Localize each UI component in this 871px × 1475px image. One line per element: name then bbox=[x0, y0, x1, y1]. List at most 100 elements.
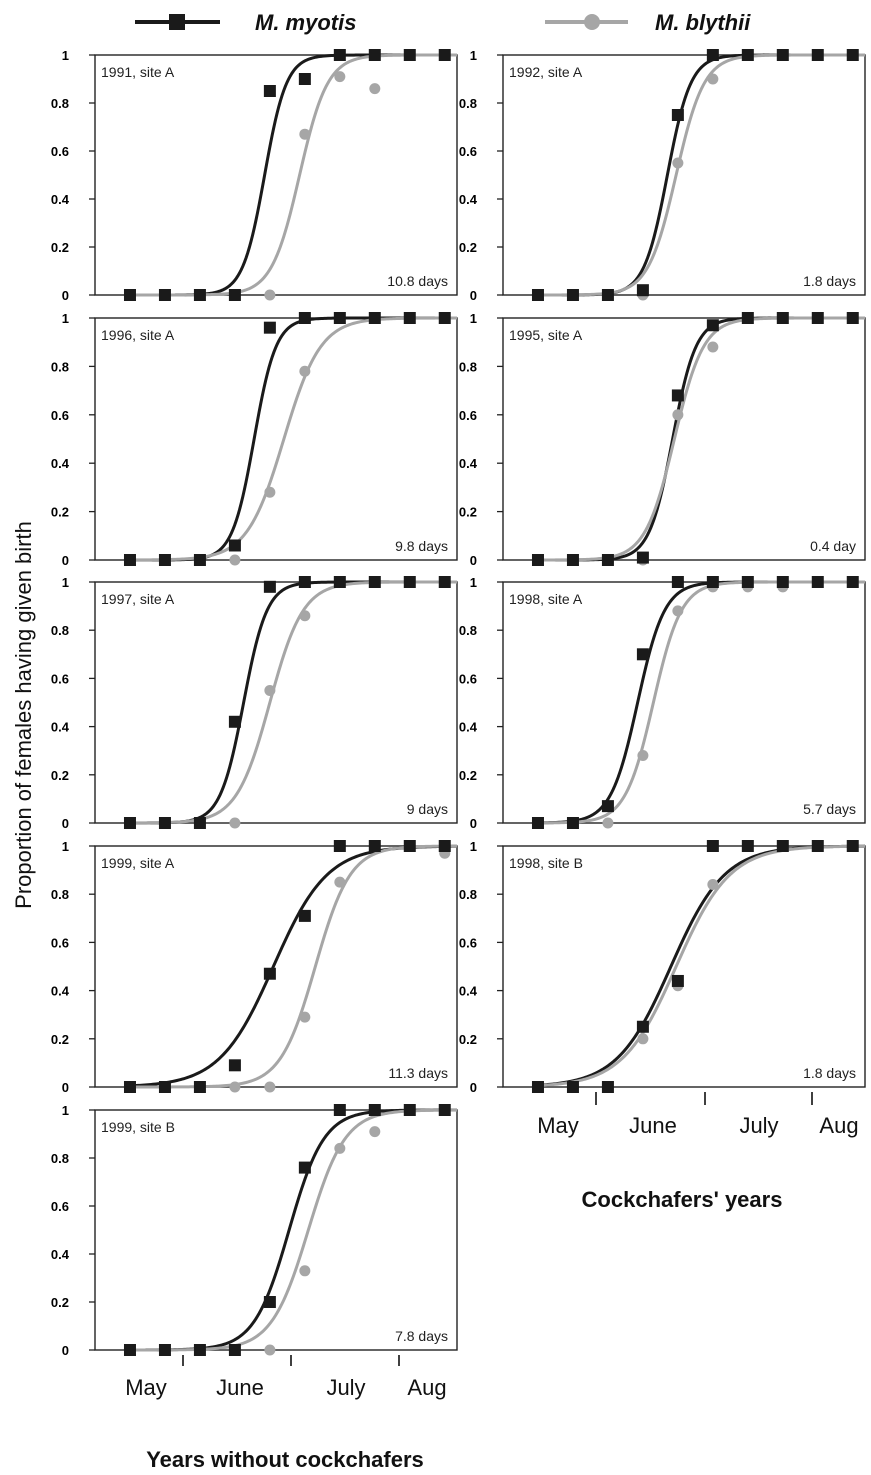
myotis-point bbox=[123, 817, 136, 829]
y-tick-label: 1 bbox=[62, 575, 69, 590]
panel-5: 0 0.2 0.4 0.6 0.8 1 1997, site A 9 days bbox=[51, 575, 458, 831]
y-tick-label: 0.4 bbox=[51, 984, 70, 999]
y-tick-label: 0.6 bbox=[51, 1199, 69, 1214]
blythii-point bbox=[299, 365, 311, 377]
myotis-point bbox=[566, 817, 579, 829]
myotis-point bbox=[636, 648, 649, 661]
myotis-point bbox=[636, 1020, 649, 1033]
myotis-point bbox=[601, 1081, 614, 1093]
panel-label: 1998, site B bbox=[509, 855, 583, 871]
myotis-point bbox=[741, 840, 754, 852]
y-tick-label: 0.6 bbox=[459, 408, 477, 423]
myotis-point bbox=[566, 289, 579, 301]
y-tick-label: 0.2 bbox=[51, 1032, 69, 1047]
y-tick-label: 0.6 bbox=[51, 935, 69, 950]
myotis-point bbox=[123, 1344, 136, 1356]
panel-label: 1999, site A bbox=[101, 855, 175, 871]
myotis-point bbox=[298, 73, 311, 85]
blythii-point bbox=[602, 817, 614, 829]
left-column-title: Years without cockchafers bbox=[146, 1447, 424, 1472]
y-tick-label: 0.2 bbox=[51, 505, 69, 520]
blythii-point bbox=[334, 876, 346, 888]
left-month-may: May bbox=[125, 1375, 167, 1400]
blythii-fit-curve bbox=[537, 580, 865, 825]
myotis-point bbox=[671, 974, 684, 987]
myotis-fit-curve bbox=[129, 1108, 457, 1352]
myotis-point bbox=[566, 554, 579, 566]
y-tick-label: 0.8 bbox=[51, 96, 69, 111]
myotis-point bbox=[438, 312, 451, 324]
y-tick-label: 1 bbox=[62, 839, 69, 854]
left-month-july: July bbox=[326, 1375, 365, 1400]
difference-label: 0.4 day bbox=[810, 538, 856, 554]
myotis-point bbox=[298, 1161, 311, 1174]
y-tick-label: 0 bbox=[470, 816, 477, 831]
left-month-axis: May June July Aug bbox=[125, 1355, 447, 1400]
myotis-point bbox=[263, 580, 276, 593]
myotis-point bbox=[403, 1104, 416, 1116]
myotis-fit-curve bbox=[537, 316, 865, 562]
myotis-point bbox=[531, 554, 544, 566]
myotis-point bbox=[298, 312, 311, 324]
y-tick-label: 1 bbox=[470, 311, 477, 326]
myotis-point bbox=[403, 840, 416, 852]
myotis-point bbox=[846, 312, 859, 324]
blythii-point bbox=[299, 610, 311, 622]
y-tick-label: 0.4 bbox=[459, 984, 478, 999]
myotis-point bbox=[368, 49, 381, 61]
myotis-point bbox=[438, 576, 451, 588]
y-tick-label: 0.4 bbox=[51, 192, 70, 207]
myotis-fit-curve bbox=[129, 580, 457, 825]
myotis-fit-curve bbox=[129, 844, 458, 1088]
blythii-point bbox=[299, 1011, 311, 1023]
difference-label: 9 days bbox=[407, 801, 448, 817]
myotis-point bbox=[193, 289, 206, 301]
panel-frame bbox=[94, 581, 458, 824]
y-tick-label: 1 bbox=[470, 48, 477, 63]
blythii-point bbox=[369, 83, 381, 95]
myotis-point bbox=[776, 840, 789, 852]
myotis-point bbox=[846, 49, 859, 61]
difference-label: 1.8 days bbox=[803, 1065, 856, 1081]
difference-label: 1.8 days bbox=[803, 273, 856, 289]
myotis-point bbox=[706, 49, 719, 61]
blythii-point bbox=[637, 1033, 649, 1045]
blythii-point bbox=[672, 409, 684, 421]
y-tick-label: 0.8 bbox=[51, 623, 69, 638]
blythii-fit-curve bbox=[537, 316, 865, 562]
y-tick-label: 0.8 bbox=[51, 359, 69, 374]
legend-myotis-marker bbox=[169, 14, 185, 30]
blythii-point bbox=[299, 1265, 311, 1277]
y-tick-label: 0.4 bbox=[459, 192, 478, 207]
y-tick-label: 0 bbox=[470, 1080, 477, 1095]
y-tick-label: 0.6 bbox=[51, 671, 69, 686]
myotis-point bbox=[531, 289, 544, 301]
blythii-point bbox=[672, 157, 684, 169]
blythii-point bbox=[229, 554, 241, 566]
myotis-point bbox=[158, 554, 171, 566]
y-tick-label: 1 bbox=[62, 311, 69, 326]
myotis-point bbox=[333, 312, 346, 324]
panel-label: 1991, site A bbox=[101, 64, 175, 80]
blythii-point bbox=[707, 341, 719, 353]
myotis-point bbox=[671, 389, 684, 402]
myotis-point bbox=[123, 289, 136, 301]
myotis-point bbox=[228, 1344, 241, 1356]
blythii-fit-curve bbox=[129, 316, 457, 562]
y-tick-label: 0 bbox=[62, 288, 69, 303]
myotis-fit-curve bbox=[129, 316, 457, 562]
y-tick-label: 0.8 bbox=[459, 96, 477, 111]
myotis-point bbox=[671, 109, 684, 121]
y-tick-label: 0.4 bbox=[51, 1247, 70, 1262]
y-tick-label: 0.6 bbox=[51, 144, 69, 159]
y-tick-label: 0 bbox=[62, 1343, 69, 1358]
blythii-point bbox=[264, 1081, 276, 1093]
myotis-point bbox=[228, 539, 241, 552]
y-tick-label: 0.2 bbox=[459, 505, 477, 520]
myotis-point bbox=[776, 576, 789, 588]
myotis-point bbox=[776, 312, 789, 324]
myotis-fit-curve bbox=[537, 580, 865, 825]
myotis-point bbox=[333, 1104, 346, 1116]
